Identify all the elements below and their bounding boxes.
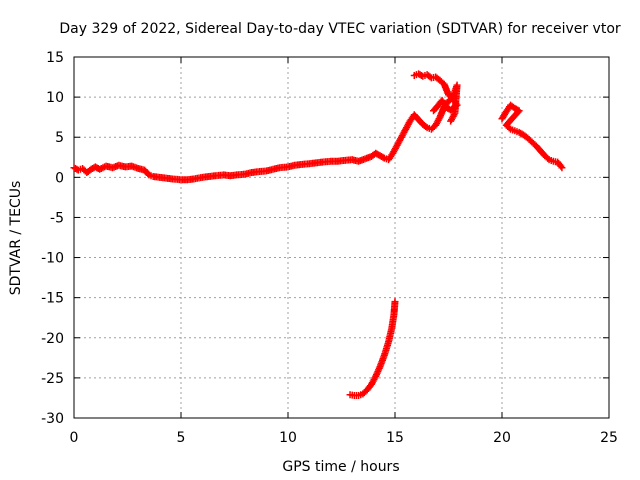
y-tick-label: -15 [41,291,64,307]
chart-title: Day 329 of 2022, Sidereal Day-to-day VTE… [59,21,621,37]
data-point [430,107,438,115]
y-tick-label: 15 [46,50,64,66]
x-tick-label: 15 [386,430,404,446]
axis-ticks [73,56,610,419]
plot-frame [73,56,610,419]
series-main-trace [70,81,461,184]
x-axis-label: GPS time / hours [282,459,399,475]
y-tick-labels: -30 -25 -20 -15 -10 -5 0 5 10 15 [41,50,64,427]
trace-marker [544,154,552,162]
data-point [558,164,566,172]
y-tick-label: 0 [55,170,64,186]
data-point [391,298,399,306]
x-tick-label: 5 [177,430,186,446]
x-tick-label: 20 [493,430,511,446]
trace-marker [557,162,565,170]
data-series [70,70,566,400]
x-tick-labels: 0 5 10 15 20 25 [70,430,618,446]
trace-marker [431,106,439,114]
trace-marker [505,124,513,132]
trace-marker [422,123,430,131]
trace-marker [99,164,107,172]
data-point [447,117,455,125]
y-tick-label: -10 [41,251,64,267]
y-tick-label: -30 [41,411,64,427]
grid-lines [74,57,609,418]
y-axis-label: SDTVAR / TECUs [8,181,24,296]
x-tick-label: 10 [279,430,297,446]
x-tick-label: 0 [70,430,79,446]
series-negative-branch [346,298,399,400]
y-tick-label: -25 [41,371,64,387]
y-tick-label: -20 [41,331,64,347]
x-tick-label: 25 [600,430,618,446]
trace-marker [379,153,387,161]
series-late-trace [498,101,566,172]
y-tick-label: 10 [46,90,64,106]
series-upper-cluster [410,70,461,115]
y-tick-label: 5 [55,130,64,146]
y-tick-label: -5 [50,210,64,226]
